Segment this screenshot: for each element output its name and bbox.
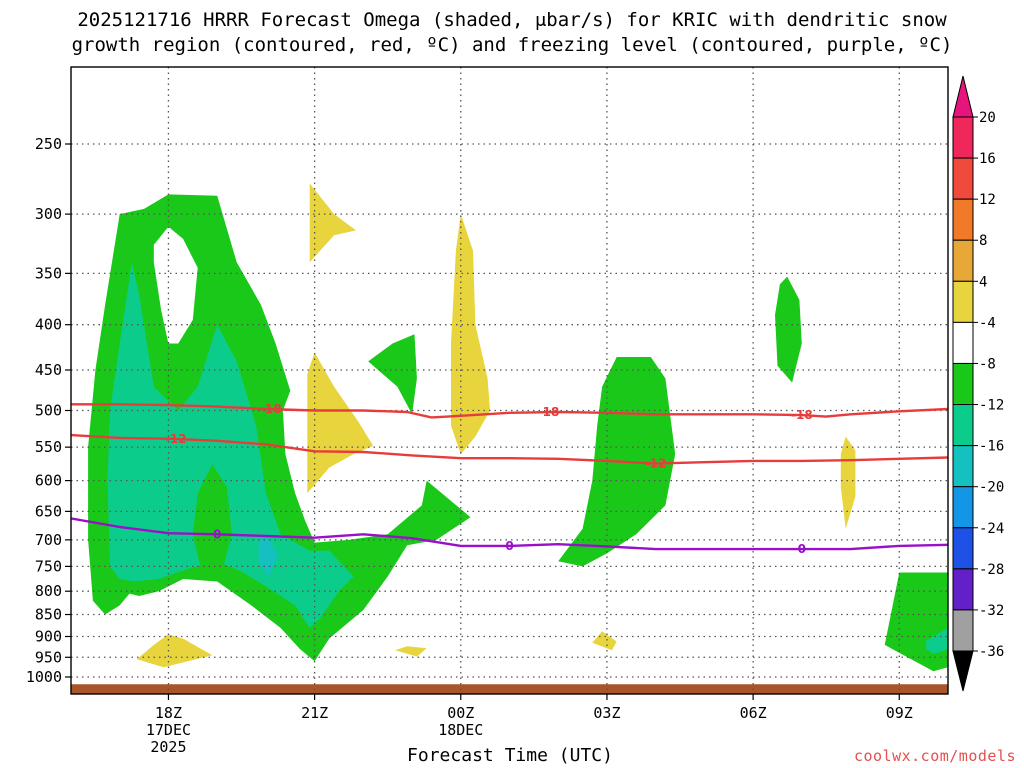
rising-motion-09z-teal: [926, 627, 948, 654]
contour-line--12: [71, 433, 948, 465]
colorbar-label: -28: [979, 562, 1004, 578]
x-tick-label: 06Z: [740, 704, 767, 722]
plot-frame: [70, 66, 949, 695]
contour-label: 0: [213, 527, 221, 541]
colorbar-segment: [952, 568, 974, 611]
rising-motion-07z: [775, 276, 802, 383]
sinking-motion-sfc-b: [395, 646, 427, 657]
rising-motion-main-teal: [107, 262, 354, 628]
omega-shading: [88, 183, 948, 672]
colorbar-label: 4: [979, 274, 987, 290]
colorbar-segment: [952, 404, 974, 447]
contour-label: -18: [538, 405, 560, 419]
y-tick-label: 550: [35, 438, 62, 456]
colorbar-label: -32: [979, 603, 1004, 619]
y-tick-label: 250: [35, 135, 62, 153]
sinking-motion-08z: [840, 436, 856, 529]
y-tick-label: 850: [35, 606, 62, 624]
y-tick-label: 300: [35, 205, 62, 223]
colorbar-segment: [952, 609, 974, 652]
colorbar-label: 12: [979, 192, 996, 208]
y-tick-label: 650: [35, 502, 62, 520]
sinking-motion-22z: [307, 352, 374, 494]
contour-label: 0: [505, 539, 513, 553]
colorbar-label: 16: [979, 151, 996, 167]
chart-title: 2025121716 HRRR Forecast Omega (shaded, …: [0, 8, 1024, 58]
contour-label: -12: [645, 457, 667, 471]
ground-surface: [71, 684, 948, 694]
contour-label: 0: [798, 542, 806, 556]
colorbar-label: -8: [979, 356, 996, 372]
colorbar-label: 8: [979, 233, 987, 249]
colorbar-label: -20: [979, 480, 1004, 496]
y-tick-label: 800: [35, 582, 62, 600]
colorbar-segment: [952, 157, 974, 200]
x-axis-label: Forecast Time (UTC): [407, 745, 613, 766]
rising-motion-small-a: [368, 334, 417, 415]
colorbar-segment: [952, 116, 974, 159]
y-tick-label: 700: [35, 531, 62, 549]
x-tick-label: 18Z: [155, 704, 182, 722]
colorbar-label: -4: [979, 315, 996, 331]
rising-motion-09z: [884, 572, 948, 672]
title-line-2: growth region (contoured, red, ºC) and f…: [71, 34, 953, 56]
x-tick-label: 03Z: [593, 704, 620, 722]
colorbar-label: 20: [979, 110, 996, 126]
colorbar-segment: [952, 239, 974, 282]
sinking-motion-00z: [451, 214, 490, 455]
colorbar-segment: [952, 198, 974, 241]
colorbar: 20 16 12 8 4 -4 -8 -12 -16 -20 -24 -28 -32 -36: [952, 75, 1004, 692]
ground-layer: [71, 684, 948, 694]
colorbar-label: -24: [979, 521, 1004, 537]
colorbar-segment: [952, 445, 974, 488]
y-tick-label: 600: [35, 472, 62, 490]
contour-label: -18: [260, 402, 282, 416]
y-tick-label: 950: [35, 648, 62, 666]
grid-lines: [71, 67, 948, 694]
x-tick-label: 09Z: [886, 704, 913, 722]
rising-motion-green-inset: [192, 464, 232, 577]
y-tick-label: 450: [35, 361, 62, 379]
y-tick-label: 500: [35, 402, 62, 420]
y-tick-label: 1000: [26, 668, 62, 686]
rising-motion-main-cyan: [258, 537, 279, 577]
contour-line-0: [71, 517, 948, 551]
x-tick-label: 2025: [150, 738, 186, 756]
colorbar-segment: [952, 321, 974, 364]
colorbar-segment: [952, 280, 974, 323]
x-tick-label: 18DEC: [438, 721, 483, 739]
colorbar-arrow-top: [952, 75, 974, 118]
colorbar-arrow-bottom: [952, 650, 974, 692]
colorbar-segment: [952, 486, 974, 529]
y-tick-label: 900: [35, 627, 62, 645]
colorbar-label: -36: [979, 644, 1004, 660]
contour-line--18: [71, 403, 948, 419]
sinking-motion-sfc-a: [136, 634, 213, 668]
contour-label: -12: [165, 432, 187, 446]
colorbar-segment: [952, 362, 974, 406]
colorbar-label: -16: [979, 439, 1004, 455]
omega-white-hole: [153, 226, 198, 344]
contour-label: -18: [791, 408, 813, 422]
y-tick-label: 750: [35, 557, 62, 575]
credit-link[interactable]: coolwx.com/models: [853, 747, 1016, 765]
sinking-motion-sfc-c: [592, 631, 617, 651]
y-axis: 250 300 350 400 450 500 550 600 650 700 750 800 850 9…: [26, 135, 71, 686]
x-tick-label: 00Z: [447, 704, 474, 722]
title-line-1: 2025121716 HRRR Forecast Omega (shaded, …: [77, 9, 947, 31]
colorbar-label: -12: [979, 398, 1004, 414]
y-tick-label: 400: [35, 316, 62, 334]
x-tick-label: 21Z: [301, 704, 328, 722]
sinking-motion-20z: [309, 183, 356, 263]
temperature-contours: -18 -18 -18 -12 -12 0 0 0: [71, 402, 948, 556]
x-tick-label: 17DEC: [146, 721, 191, 739]
colorbar-segment: [952, 527, 974, 570]
y-tick-label: 350: [35, 264, 62, 282]
